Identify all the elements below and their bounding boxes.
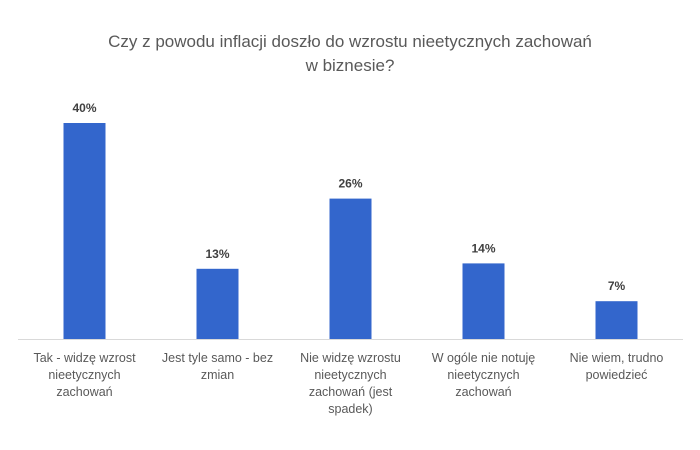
category-label-5: Nie wiem, trudno powiedzieć — [570, 351, 664, 382]
data-label-2: 13% — [205, 247, 229, 261]
bar-1 — [63, 123, 106, 339]
bar-4 — [462, 263, 505, 339]
category-label-1-line-1: Tak - widzę wzrost — [33, 351, 136, 365]
category-label-1-line-2: nieetycznych — [48, 368, 120, 382]
category-label-2-line-1: Jest tyle samo - bez — [162, 351, 273, 365]
category-label-3-line-3: zachowań (jest — [309, 385, 393, 399]
bar-5 — [595, 301, 638, 339]
category-label-1: Tak - widzę wzrost nieetycznych zachowań — [33, 351, 136, 399]
category-label-4-line-2: nieetycznych — [447, 368, 519, 382]
category-label-1-line-3: zachowań — [56, 385, 112, 399]
chart-title-line-1: Czy z powodu inflacji doszło do wzrostu … — [108, 32, 592, 51]
category-label-3-line-1: Nie widzę wzrostu — [300, 351, 401, 365]
category-label-5-line-2: powiedzieć — [586, 368, 648, 382]
category-label-2-line-2: zmian — [201, 368, 234, 382]
data-label-5: 7% — [608, 279, 626, 293]
category-label-3-line-4: spadek) — [328, 402, 372, 416]
category-label-4-line-1: W ogóle nie notuję — [432, 351, 536, 365]
category-label-3-line-2: nieetycznych — [314, 368, 386, 382]
category-label-5-line-1: Nie wiem, trudno — [570, 351, 664, 365]
chart-title: Czy z powodu inflacji doszło do wzrostu … — [40, 30, 660, 78]
data-label-1: 40% — [72, 101, 96, 115]
chart-title-line-2: w biznesie? — [305, 56, 395, 75]
bar-3 — [329, 198, 372, 339]
data-label-4: 14% — [471, 241, 495, 255]
category-label-4: W ogóle nie notuję nieetycznych zachowań — [432, 351, 536, 399]
category-label-4-line-3: zachowań — [455, 385, 511, 399]
bar-2 — [196, 268, 239, 339]
data-label-3: 26% — [338, 177, 362, 191]
category-label-3: Nie widzę wzrostu nieetycznych zachowań (j… — [300, 351, 401, 416]
category-label-2: Jest tyle samo - bez zmian — [162, 351, 273, 382]
